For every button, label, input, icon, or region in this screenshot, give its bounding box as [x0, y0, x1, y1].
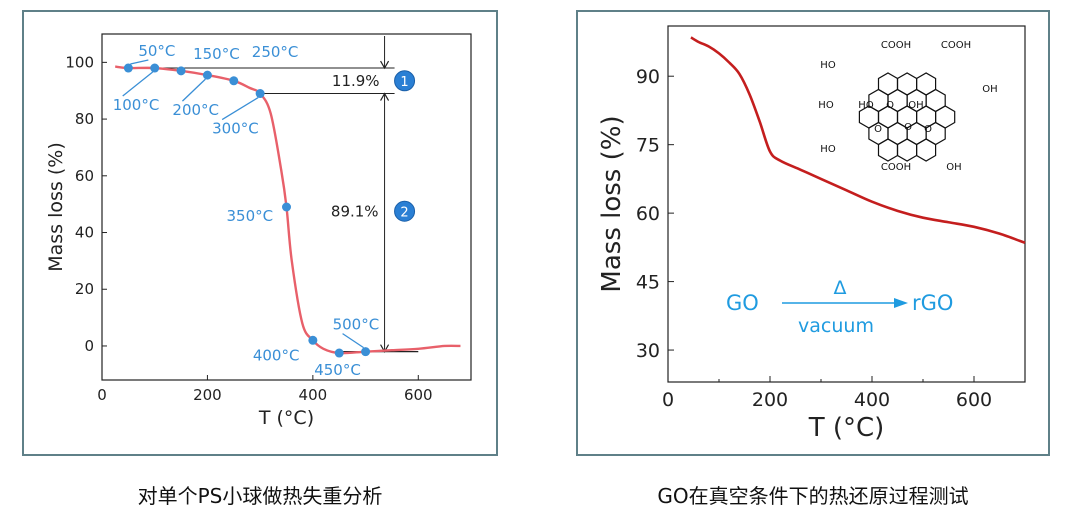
- structure-group-label: O: [924, 124, 932, 135]
- x-tick-label: 200: [193, 386, 222, 404]
- left-chart-panel: 0 200 400 600 0 20 40 60 80 100 T (°C) Mass loss (%…: [22, 10, 498, 456]
- point-label-arrow: [181, 78, 206, 102]
- scheme-arrow-head: [894, 298, 908, 308]
- x-axis-label: T (°C): [258, 407, 314, 429]
- y-tick-label: 20: [75, 280, 94, 298]
- annotation-bg-1: [338, 68, 381, 89]
- data-point: [176, 66, 186, 76]
- data-point: [229, 76, 239, 86]
- left-caption: 对单个PS小球做热失重分析: [137, 484, 383, 508]
- annotation-badge-1-label: 1: [400, 75, 408, 90]
- structure-group-label: HO: [858, 100, 874, 111]
- right-chart-panel: 0 200 400 600 30 45 60 75 90 T (°C) Mass loss (%) G…: [576, 10, 1050, 456]
- scheme-reactant: GO: [726, 291, 759, 315]
- point-label-arrow: [130, 59, 149, 65]
- data-point: [123, 63, 133, 73]
- y-tick-label: 100: [65, 53, 94, 71]
- scheme-product: rGO: [912, 291, 953, 315]
- right-caption: GO在真空条件下的热还原过程测试: [657, 484, 969, 508]
- structure-ring: [916, 138, 937, 162]
- data-point: [202, 70, 212, 80]
- y-axis-label: Mass loss (%): [45, 142, 67, 272]
- arrow-head-up: [380, 92, 390, 101]
- arrow-head-top: [380, 60, 390, 70]
- point-label: 50°C: [138, 42, 175, 60]
- annotation-text-2: 89.1%: [331, 202, 379, 220]
- point-label: 250°C: [252, 43, 299, 61]
- point-label-arrow: [342, 333, 364, 349]
- structure-group-label: OH: [946, 162, 961, 173]
- x-tick-label: 0: [662, 389, 674, 411]
- y-tick-label: 75: [636, 135, 660, 157]
- data-point: [334, 348, 344, 358]
- annotation-badge-2-label: 2: [400, 205, 408, 220]
- structure-group-label: COOH: [881, 162, 911, 173]
- structure-group-label: O: [874, 124, 882, 135]
- point-label: 350°C: [227, 207, 274, 225]
- point-label: 150°C: [193, 45, 240, 63]
- point-label-arrow: [221, 97, 259, 121]
- y-tick-label: 60: [75, 167, 94, 185]
- structure-group-label: HO: [818, 100, 834, 111]
- annotation-bg-2: [334, 199, 381, 220]
- x-tick-label: 600: [956, 389, 992, 411]
- structure-group-label: OH: [982, 84, 997, 95]
- data-point: [361, 347, 371, 357]
- structure-group-label: HO: [820, 60, 836, 71]
- data-point: [308, 335, 318, 345]
- point-label: 300°C: [212, 120, 259, 138]
- x-axis-label: T (°C): [808, 413, 885, 443]
- y-tick-label: 90: [636, 66, 660, 88]
- structure-ring: [877, 138, 899, 162]
- point-label: 500°C: [333, 316, 380, 334]
- structure-group-label: COOH: [941, 40, 971, 51]
- data-point: [282, 202, 291, 212]
- point-label-arrow: [122, 71, 154, 97]
- go-curve: [690, 36, 1026, 245]
- point-label: 200°C: [172, 101, 219, 119]
- plot-frame: [667, 25, 1026, 383]
- y-tick-label: 30: [636, 340, 660, 362]
- y-tick-label: 0: [84, 337, 94, 355]
- structure-group-label: COOH: [881, 40, 911, 51]
- structure-group-label: O: [904, 122, 912, 133]
- structure-group-label: O: [886, 100, 894, 111]
- x-tick-label: 0: [97, 386, 107, 404]
- x-tick-label: 400: [299, 386, 328, 404]
- annotation-text-1: 11.9%: [332, 72, 380, 90]
- x-tick-label: 400: [854, 389, 890, 411]
- scheme-condition-vacuum: vacuum: [798, 315, 874, 337]
- y-axis-label: Mass loss (%): [597, 115, 627, 292]
- y-tick-label: 40: [75, 224, 94, 242]
- left-chart: 0 200 400 600 0 20 40 60 80 100 T (°C) Mass loss (%…: [45, 33, 472, 429]
- right-chart: 0 200 400 600 30 45 60 75 90 T (°C) Mass loss (%) G…: [597, 25, 1026, 443]
- data-point: [150, 63, 160, 73]
- y-tick-label: 45: [636, 272, 660, 294]
- structure-group-label: OH: [908, 100, 923, 111]
- point-label: 100°C: [113, 96, 160, 114]
- point-label: 450°C: [314, 361, 361, 379]
- structure-group-label: HO: [820, 144, 836, 155]
- scheme-condition-heat: Δ: [834, 277, 847, 299]
- point-label: 400°C: [253, 346, 300, 364]
- y-tick-label: 60: [636, 203, 660, 225]
- annotation-badge-2: [394, 200, 416, 222]
- data-point: [255, 89, 265, 99]
- x-tick-label: 600: [404, 386, 433, 404]
- x-tick-label: 200: [752, 389, 788, 411]
- y-tick-label: 80: [75, 110, 94, 128]
- structure-ring: [896, 138, 918, 162]
- annotation-badge-1: [394, 70, 416, 92]
- plot-frame: [101, 33, 472, 381]
